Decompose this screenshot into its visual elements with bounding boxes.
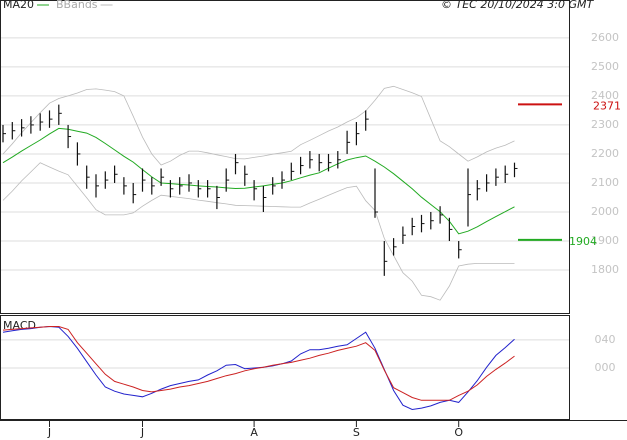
band-line	[2, 85, 515, 166]
y-tick-label: 2400	[591, 89, 619, 102]
y-tick-label: 2000	[591, 205, 619, 218]
y-tick-label: 2300	[591, 118, 619, 131]
x-tick-label: O	[454, 426, 463, 439]
y-tick-label: 1900	[591, 234, 619, 247]
x-tick-label: S	[353, 426, 360, 439]
band-line	[2, 162, 515, 301]
level-label: 2371	[593, 99, 621, 112]
legend-label: BBands	[56, 0, 98, 11]
y-tick-label: 2100	[591, 176, 619, 189]
macd-panel	[0, 315, 570, 420]
y-tick-label: 000	[595, 361, 616, 374]
macd-line	[2, 326, 515, 401]
x-tick-label: A	[250, 426, 258, 439]
source: © TEC 20/10/2024 3:0 GMT	[441, 0, 594, 11]
level-label: 1904	[569, 235, 597, 248]
ma-line	[2, 127, 515, 235]
y-tick-label: 040	[595, 333, 616, 346]
x-tick-label: J	[47, 426, 51, 439]
y-tick-label: 2200	[591, 147, 619, 160]
y-tick-label: 2600	[591, 31, 619, 44]
price-panel	[0, 0, 570, 314]
y-tick-label: 1800	[591, 263, 619, 276]
x-tick-label: J	[140, 426, 144, 439]
legend-label: MA20	[3, 0, 34, 11]
y-tick-label: 2500	[591, 60, 619, 73]
